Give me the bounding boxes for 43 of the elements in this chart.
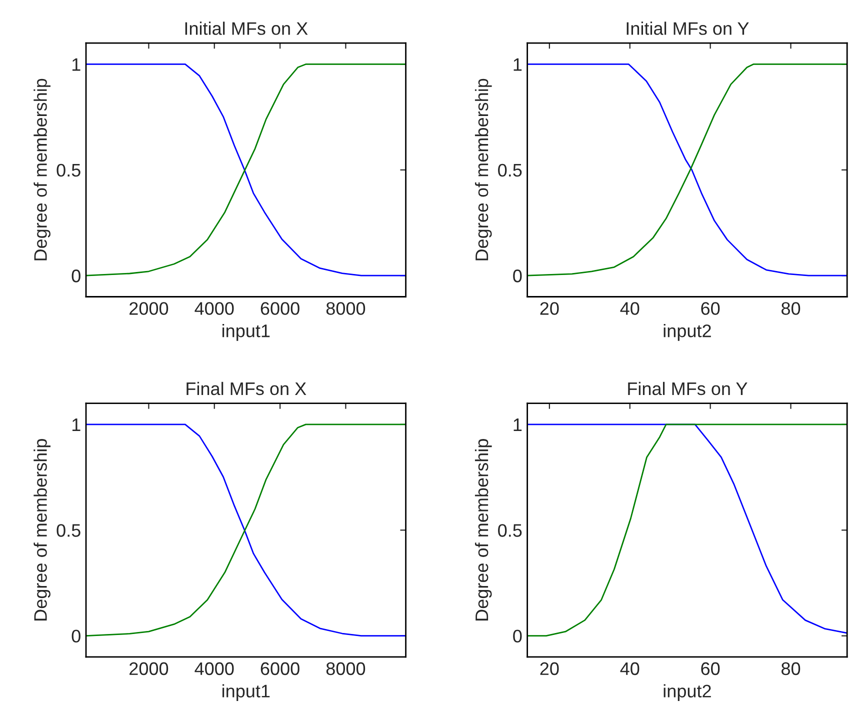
y-tick-label: 0: [72, 630, 80, 643]
chart-title: Final MFs on Y: [628, 382, 748, 396]
y-axis-title: Degree of membership: [474, 78, 492, 260]
y-tick-label: 1: [514, 418, 522, 431]
y-tick-label: 0: [513, 270, 522, 282]
x-tick-label: 80: [782, 302, 800, 315]
y-axis-title: Degree of membership: [474, 439, 492, 620]
x-tick-label: 8000: [326, 302, 366, 315]
x-tick-label: 80: [782, 662, 800, 676]
y-tick-label: 0: [513, 630, 522, 643]
x-axis-title: input1: [222, 684, 270, 702]
chart-title: Initial MFs on Y: [626, 22, 749, 35]
y-tick-label: 1: [72, 418, 80, 431]
x-tick-label: 6000: [260, 302, 300, 315]
y-axis-title: Degree of membership: [34, 78, 50, 260]
x-tick-label: 8000: [326, 662, 366, 676]
y-tick-label: 0.5: [56, 524, 80, 537]
y-tick-label: 0.5: [498, 524, 522, 537]
x-tick-label: 20: [540, 302, 559, 315]
x-tick-label: 60: [701, 302, 720, 315]
x-axis-title: input1: [222, 324, 270, 341]
x-axis-title: input2: [664, 684, 711, 702]
y-tick-label: 0: [72, 270, 80, 282]
x-axis-title: input2: [664, 324, 711, 341]
line-series: [527, 64, 848, 276]
y-tick-label: 0.5: [56, 164, 80, 177]
chart-title: Final MFs on X: [186, 382, 306, 396]
line-series: [86, 64, 406, 276]
chart-title: Initial MFs on X: [185, 22, 308, 35]
x-tick-label: 20: [540, 662, 559, 676]
x-tick-label: 60: [701, 662, 720, 676]
y-tick-label: 0.5: [498, 164, 522, 177]
x-tick-label: 4000: [194, 662, 234, 676]
x-tick-label: 40: [620, 302, 640, 315]
x-tick-label: 2000: [130, 662, 168, 676]
y-tick-label: 1: [514, 58, 522, 71]
x-tick-label: 2000: [130, 302, 168, 315]
y-axis-title: Degree of membership: [34, 439, 50, 620]
x-tick-label: 6000: [260, 662, 300, 676]
y-tick-label: 1: [72, 58, 80, 71]
line-series: [86, 424, 406, 637]
x-tick-label: 40: [620, 662, 640, 676]
x-tick-label: 4000: [194, 302, 234, 315]
